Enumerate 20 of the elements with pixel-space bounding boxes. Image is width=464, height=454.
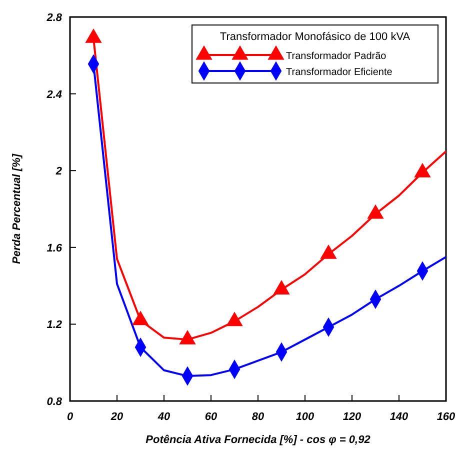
y-tick-label: 2.4 — [46, 88, 62, 101]
x-axis-title: Potência Ativa Fornecida [%] - cos φ = 0,92 — [146, 434, 370, 446]
y-tick-label: 2 — [54, 166, 62, 178]
y-tick-label: 1.6 — [46, 242, 63, 254]
x-tick-label: 160 — [436, 411, 456, 423]
x-tick-label: 60 — [204, 411, 218, 423]
legend-label: Transformador Eficiente — [286, 67, 393, 78]
x-tick-label: 140 — [390, 411, 410, 423]
x-tick-label: 20 — [110, 411, 124, 423]
x-tick-label: 80 — [252, 411, 265, 423]
x-tick-label: 40 — [156, 411, 171, 423]
legend-label: Transformador Padrão — [286, 51, 387, 62]
x-tick-label: 100 — [296, 411, 316, 423]
y-tick-label: 2.8 — [46, 12, 63, 24]
y-tick-label: 1.2 — [46, 319, 62, 332]
x-tick-label: 120 — [342, 411, 362, 423]
y-axis-title: Perda Percentual [%] — [11, 154, 23, 264]
x-tick-label: 0 — [66, 411, 74, 423]
y-tick-label: 0.8 — [46, 396, 63, 408]
legend-title: Transformador Monofásico de 100 kVA — [220, 31, 411, 43]
